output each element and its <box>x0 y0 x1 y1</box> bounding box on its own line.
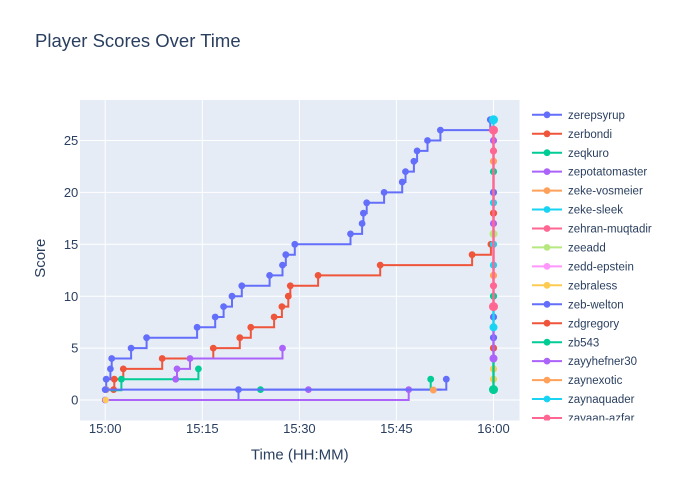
svg-text:zaynexotic: zaynexotic <box>568 375 623 387</box>
svg-text:zerepsyrup: zerepsyrup <box>568 110 625 122</box>
svg-text:zerbondi: zerbondi <box>568 129 612 141</box>
svg-text:zb543: zb543 <box>568 337 599 349</box>
svg-text:15:45: 15:45 <box>380 421 413 436</box>
svg-text:Score: Score <box>32 239 49 278</box>
svg-text:15:00: 15:00 <box>89 421 122 436</box>
svg-text:15:30: 15:30 <box>283 421 316 436</box>
svg-text:zeeadd: zeeadd <box>568 243 606 255</box>
svg-text:zayyhefner30: zayyhefner30 <box>568 356 637 368</box>
svg-text:zeqkuro: zeqkuro <box>568 148 609 160</box>
svg-text:0: 0 <box>71 393 78 408</box>
svg-text:zeke-vosmeier: zeke-vosmeier <box>568 186 643 198</box>
svg-text:zeke-sleek: zeke-sleek <box>568 205 623 217</box>
svg-text:15:15: 15:15 <box>186 421 219 436</box>
svg-text:zehran-muqtadir: zehran-muqtadir <box>568 224 652 236</box>
svg-text:15: 15 <box>64 237 78 252</box>
svg-text:zaynaquader: zaynaquader <box>568 394 635 406</box>
svg-text:zayaan-azfar: zayaan-azfar <box>568 413 635 425</box>
svg-text:zeb-welton: zeb-welton <box>568 299 624 311</box>
svg-text:Player Scores Over Time: Player Scores Over Time <box>35 30 241 51</box>
svg-text:zebraless: zebraless <box>568 280 617 292</box>
svg-text:zdgregory: zdgregory <box>568 318 619 330</box>
svg-text:Time (HH:MM): Time (HH:MM) <box>251 447 349 464</box>
svg-text:zedd-epstein: zedd-epstein <box>568 262 634 274</box>
svg-text:25: 25 <box>64 133 78 148</box>
svg-text:10: 10 <box>64 289 78 304</box>
svg-text:16:00: 16:00 <box>477 421 510 436</box>
svg-text:zepotatomaster: zepotatomaster <box>568 167 647 179</box>
svg-text:20: 20 <box>64 185 78 200</box>
svg-text:5: 5 <box>71 341 78 356</box>
